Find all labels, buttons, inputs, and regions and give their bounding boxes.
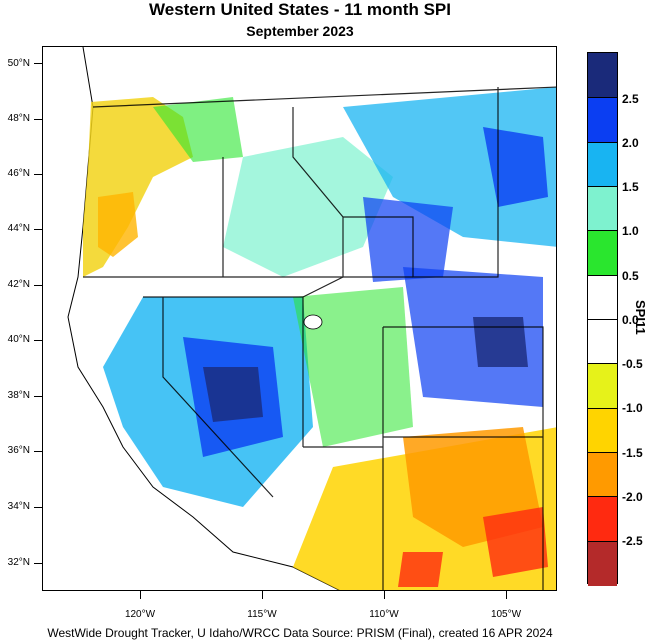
coastline <box>67 47 341 590</box>
lat-label: 50°N <box>7 58 30 69</box>
colorbar-label: -2.5 <box>622 534 643 548</box>
colorbar-title: SPI11 <box>633 300 648 335</box>
lat-label: 44°N <box>7 223 30 234</box>
lat-tick <box>34 174 42 175</box>
footer-credit: WestWide Drought Tracker, U Idaho/WRCC D… <box>47 626 553 640</box>
lon-label: 110°W <box>369 609 399 620</box>
lat-label: 32°N <box>7 557 30 568</box>
colorbar-segment <box>588 53 617 98</box>
colorbar-segment <box>588 97 617 143</box>
lat-label: 34°N <box>7 501 30 512</box>
lat-tick <box>34 507 42 508</box>
colorbar-segment <box>588 230 617 276</box>
colorbar-label: 1.0 <box>622 224 639 238</box>
colorbar-label: 2.5 <box>622 92 639 106</box>
lat-tick <box>34 340 42 341</box>
wyoming-very-wet <box>363 197 453 282</box>
map-subtitle: September 2023 <box>246 23 354 39</box>
spi-map-canvas <box>67 47 556 590</box>
lat-label: 46°N <box>7 168 30 179</box>
lat-tick <box>34 451 42 452</box>
lat-tick <box>34 396 42 397</box>
lat-tick <box>34 63 42 64</box>
colorbar-segment <box>588 319 617 365</box>
colorado-wet <box>403 267 543 407</box>
montana-wet <box>343 87 556 247</box>
lat-label: 48°N <box>7 113 30 124</box>
colorbar-label: 0.5 <box>622 269 639 283</box>
colorbar-label: -2.0 <box>622 490 643 504</box>
colorbar-label: -1.5 <box>622 446 643 460</box>
lon-label: 120°W <box>124 609 156 620</box>
colorbar-segment <box>588 452 617 498</box>
lat-tick <box>34 119 42 120</box>
n-rockies-wet <box>223 137 393 277</box>
az-extreme <box>398 552 443 587</box>
colorbar-segment <box>588 274 617 320</box>
colorbar-label: 1.5 <box>622 180 639 194</box>
lat-label: 40°N <box>7 334 30 345</box>
lat-tick <box>34 563 42 564</box>
wa-green <box>153 97 243 162</box>
lon-tick <box>506 591 507 599</box>
lon-tick <box>384 591 385 599</box>
lat-label: 36°N <box>7 445 30 456</box>
colorbar-segment <box>588 496 617 542</box>
colorbar-label: -1.0 <box>622 401 643 415</box>
lat-label: 38°N <box>7 390 30 401</box>
montana-very-wet <box>483 127 548 207</box>
colorbar-segment <box>588 540 617 586</box>
lon-tick <box>262 591 263 599</box>
lat-label: 42°N <box>7 279 30 290</box>
state-borders <box>83 86 556 590</box>
nm-extreme <box>483 507 548 577</box>
map-title: Western United States - 11 month SPI <box>149 0 451 19</box>
colorado-extreme <box>473 317 528 367</box>
colorbar-label: 2.0 <box>622 136 639 150</box>
colorbar-segment <box>588 363 617 409</box>
lon-tick <box>140 591 141 599</box>
pnw-dry2 <box>98 192 138 257</box>
colorbar-label: -0.5 <box>622 357 643 371</box>
great-salt-lake <box>303 314 323 330</box>
lon-label: 115°W <box>247 609 277 620</box>
spi-map <box>42 46 557 591</box>
lon-label: 105°W <box>490 609 522 620</box>
colorbar-segment <box>588 186 617 232</box>
colorbar-segment <box>588 407 617 453</box>
colorbar-label: 0.0 <box>622 313 639 327</box>
nevada-extreme-wet <box>203 367 263 422</box>
colorbar <box>587 52 618 586</box>
colorbar-segment <box>588 141 617 187</box>
lat-tick <box>34 285 42 286</box>
lat-tick <box>34 229 42 230</box>
